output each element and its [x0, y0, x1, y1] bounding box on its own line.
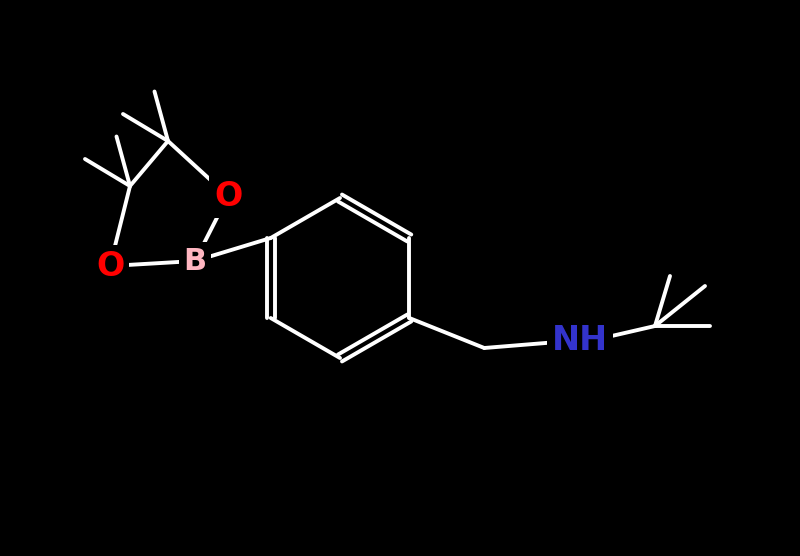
- Text: O: O: [214, 180, 242, 212]
- Text: NH: NH: [552, 325, 608, 358]
- Text: O: O: [96, 250, 124, 282]
- Text: B: B: [183, 246, 206, 276]
